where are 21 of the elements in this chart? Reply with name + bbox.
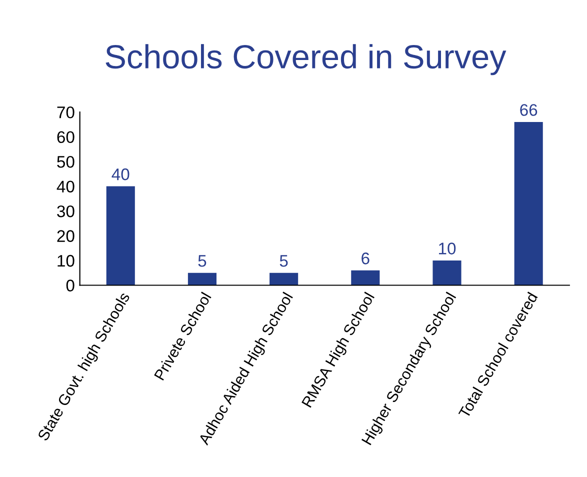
- bar: [514, 122, 543, 286]
- bar: [188, 272, 216, 286]
- bar: [351, 270, 380, 286]
- data-label: 40: [112, 168, 130, 180]
- y-tick-label: 30: [57, 205, 74, 218]
- bar: [106, 186, 135, 286]
- data-label: 5: [198, 255, 206, 267]
- y-tick-label: 10: [58, 254, 74, 267]
- data-label: 10: [439, 242, 456, 254]
- y-tick-label: 0: [66, 280, 74, 292]
- bar: [270, 272, 298, 286]
- y-tick-label: 20: [57, 230, 74, 242]
- data-label: 66: [520, 104, 538, 116]
- y-tick-label: 70: [57, 106, 74, 118]
- data-label: 6: [362, 252, 370, 264]
- bar: [432, 260, 462, 286]
- y-tick-label: 50: [57, 156, 74, 168]
- y-tick-label: 40: [56, 180, 74, 193]
- data-label: 5: [280, 255, 288, 267]
- y-tick-label: 60: [57, 131, 74, 144]
- chart-title: Schools Covered in Survey: [106, 44, 506, 76]
